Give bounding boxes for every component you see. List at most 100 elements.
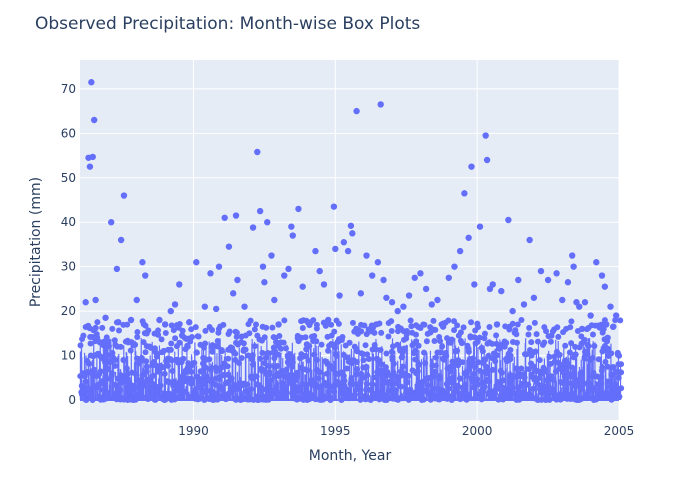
data-point[interactable] — [347, 222, 355, 229]
data-point[interactable] — [570, 263, 577, 270]
data-point[interactable] — [505, 216, 512, 224]
data-point[interactable] — [383, 294, 390, 301]
data-point[interactable] — [604, 334, 611, 341]
data-point[interactable] — [509, 307, 516, 315]
data-point[interactable] — [156, 316, 163, 324]
data-point[interactable] — [143, 330, 150, 337]
data-point[interactable] — [553, 270, 560, 277]
data-point[interactable] — [234, 276, 241, 284]
data-point[interactable] — [89, 153, 96, 161]
data-point[interactable] — [374, 259, 382, 266]
data-point[interactable] — [312, 247, 319, 255]
data-point[interactable] — [411, 274, 418, 281]
data-point[interactable] — [461, 190, 468, 197]
data-point[interactable] — [127, 316, 135, 324]
data-point[interactable] — [92, 324, 99, 332]
data-point[interactable] — [146, 343, 153, 350]
data-point[interactable] — [353, 107, 360, 115]
data-point[interactable] — [221, 214, 228, 221]
data-point[interactable] — [489, 281, 496, 288]
data-point[interactable] — [610, 323, 617, 330]
data-point[interactable] — [332, 245, 339, 253]
data-point[interactable] — [576, 303, 583, 310]
data-point[interactable] — [254, 148, 261, 156]
data-point[interactable] — [133, 296, 140, 304]
data-point[interactable] — [299, 283, 306, 290]
data-point[interactable] — [439, 323, 447, 330]
data-point[interactable] — [264, 219, 271, 226]
data-point[interactable] — [428, 301, 435, 308]
data-point[interactable] — [493, 321, 501, 328]
data-point[interactable] — [268, 252, 275, 259]
data-point[interactable] — [117, 236, 125, 244]
data-point[interactable] — [349, 230, 356, 237]
data-point[interactable] — [515, 276, 522, 284]
data-point[interactable] — [482, 132, 489, 139]
data-point[interactable] — [161, 321, 169, 328]
data-point[interactable] — [368, 272, 376, 279]
data-point[interactable] — [82, 299, 89, 306]
data-point[interactable] — [483, 156, 491, 164]
data-point[interactable] — [357, 290, 365, 297]
data-point[interactable] — [303, 341, 311, 348]
data-point[interactable] — [176, 281, 183, 288]
data-point[interactable] — [288, 223, 295, 230]
data-point[interactable] — [537, 267, 545, 275]
data-point[interactable] — [229, 290, 237, 297]
data-point[interactable] — [142, 272, 149, 279]
data-point[interactable] — [241, 303, 248, 310]
data-point[interactable] — [225, 243, 233, 250]
data-point[interactable] — [377, 101, 384, 108]
data-point[interactable] — [601, 283, 609, 290]
data-point[interactable] — [498, 287, 505, 295]
data-point[interactable] — [150, 359, 157, 366]
data-point[interactable] — [105, 365, 112, 373]
data-point[interactable] — [102, 314, 109, 321]
data-point[interactable] — [261, 279, 268, 286]
data-point[interactable] — [316, 267, 323, 275]
data-point[interactable] — [476, 223, 484, 230]
data-point[interactable] — [451, 263, 458, 270]
data-point[interactable] — [530, 294, 538, 301]
data-point[interactable] — [249, 224, 257, 231]
data-point[interactable] — [520, 301, 528, 308]
data-point[interactable] — [564, 279, 572, 286]
data-point[interactable] — [256, 207, 264, 215]
data-point[interactable] — [186, 319, 193, 326]
data-point[interactable] — [388, 299, 396, 306]
data-point[interactable] — [405, 292, 413, 299]
data-point[interactable] — [207, 270, 214, 277]
data-point[interactable] — [394, 307, 401, 315]
data-point[interactable] — [193, 259, 200, 266]
data-point[interactable] — [544, 276, 552, 284]
data-point[interactable] — [468, 163, 475, 170]
data-point[interactable] — [340, 239, 348, 246]
data-point[interactable] — [289, 232, 296, 239]
data-point[interactable] — [363, 252, 370, 259]
data-point[interactable] — [171, 301, 179, 308]
data-point[interactable] — [607, 303, 614, 310]
data-point[interactable] — [281, 272, 288, 279]
data-point[interactable] — [445, 274, 452, 281]
data-point[interactable] — [593, 259, 600, 266]
data-point[interactable] — [108, 219, 115, 226]
data-point[interactable] — [92, 296, 99, 304]
data-point[interactable] — [471, 281, 478, 288]
data-point[interactable] — [271, 296, 278, 304]
data-point[interactable] — [167, 307, 174, 315]
data-point[interactable] — [120, 192, 128, 199]
data-point[interactable] — [581, 299, 589, 306]
data-point[interactable] — [212, 305, 220, 313]
data-point[interactable] — [526, 236, 533, 244]
data-point[interactable] — [330, 203, 338, 210]
data-point[interactable] — [336, 292, 343, 299]
data-point[interactable] — [275, 321, 282, 328]
data-point[interactable] — [417, 270, 424, 277]
data-point[interactable] — [113, 265, 121, 273]
data-point[interactable] — [285, 265, 292, 273]
data-point[interactable] — [232, 212, 240, 219]
data-point[interactable] — [139, 259, 146, 266]
data-point[interactable] — [90, 116, 98, 124]
data-point[interactable] — [99, 341, 106, 348]
data-point[interactable] — [86, 163, 94, 170]
